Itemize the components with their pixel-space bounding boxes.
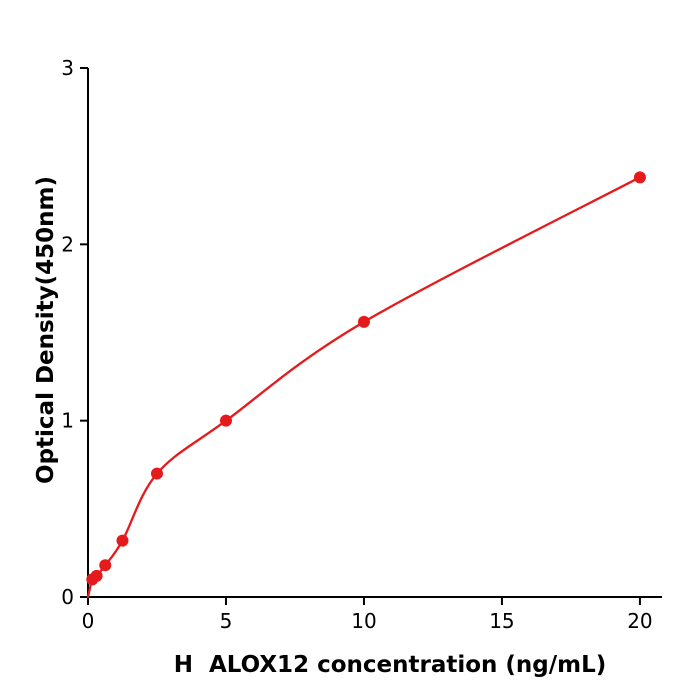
x-tick-label: 5	[220, 609, 233, 633]
data-point	[116, 534, 129, 547]
y-tick-label: 0	[61, 585, 74, 609]
data-point	[90, 569, 103, 582]
fitted-curve	[86, 176, 642, 599]
x-tick-label: 10	[351, 609, 376, 633]
data-point	[150, 467, 163, 480]
data-point	[99, 559, 112, 572]
y-tick-label: 2	[61, 232, 74, 256]
y-axis-title: Optical Density(450nm)	[33, 176, 59, 484]
x-tick-label: 0	[82, 609, 95, 633]
x-tick-label: 20	[627, 609, 652, 633]
x-axis-title: H ALOX12 concentration (ng/mL)	[173, 652, 607, 678]
data-point	[633, 171, 646, 184]
data-point	[219, 414, 232, 427]
y-tick-label: 3	[61, 56, 74, 80]
y-tick-label: 1	[61, 409, 74, 433]
x-tick-label: 15	[489, 609, 514, 633]
data-point	[357, 315, 370, 328]
